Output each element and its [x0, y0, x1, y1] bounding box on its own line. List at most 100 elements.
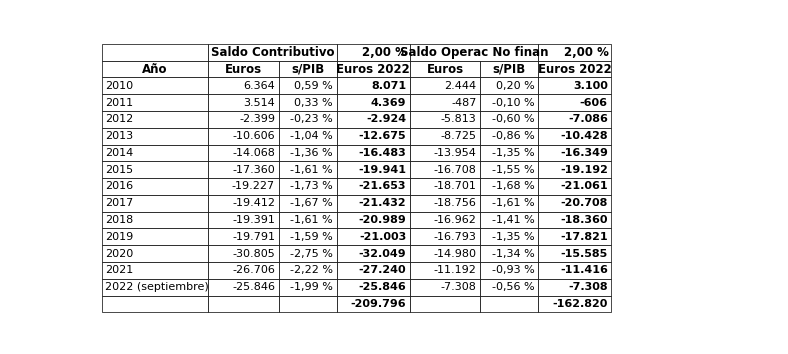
Text: -21.432: -21.432	[359, 198, 407, 208]
Bar	[279, 61, 336, 78]
Text: -16.793: -16.793	[433, 232, 477, 242]
Bar	[102, 44, 208, 61]
Text: 4.369: 4.369	[371, 98, 407, 108]
Bar	[208, 262, 279, 279]
Bar	[410, 111, 480, 128]
Text: -19.412: -19.412	[232, 198, 275, 208]
Bar	[410, 212, 480, 228]
Text: 2021: 2021	[106, 266, 133, 275]
Text: 0,59 %: 0,59 %	[294, 81, 333, 91]
Text: -5.813: -5.813	[440, 114, 477, 124]
Bar	[538, 111, 611, 128]
Text: 2015: 2015	[106, 165, 133, 175]
Text: -30.805: -30.805	[232, 249, 275, 259]
Text: -11.192: -11.192	[433, 266, 477, 275]
Text: -0,10 %: -0,10 %	[492, 98, 534, 108]
Text: 6.364: 6.364	[243, 81, 275, 91]
Bar	[410, 44, 538, 61]
Text: 2016: 2016	[106, 182, 133, 192]
Bar	[279, 296, 336, 312]
Bar	[208, 279, 279, 296]
Text: -162.820: -162.820	[552, 299, 608, 309]
Text: -1,36 %: -1,36 %	[291, 148, 333, 158]
Bar	[279, 78, 336, 94]
Text: -20.989: -20.989	[359, 215, 407, 225]
Text: Saldo Operac No finan: Saldo Operac No finan	[400, 46, 548, 59]
Bar	[410, 195, 480, 212]
Bar	[102, 262, 208, 279]
Text: -25.846: -25.846	[359, 282, 407, 292]
Bar	[480, 144, 538, 161]
Text: Año: Año	[143, 63, 168, 75]
Text: -14.068: -14.068	[232, 148, 275, 158]
Bar	[336, 161, 410, 178]
Bar	[538, 212, 611, 228]
Text: 2018: 2018	[106, 215, 133, 225]
Text: 2020: 2020	[106, 249, 133, 259]
Bar	[410, 279, 480, 296]
Bar	[480, 228, 538, 245]
Text: Euros: Euros	[225, 63, 262, 75]
Text: 2022 (septiembre): 2022 (septiembre)	[106, 282, 209, 292]
Bar	[102, 161, 208, 178]
Bar	[336, 212, 410, 228]
Bar	[480, 61, 538, 78]
Text: -12.675: -12.675	[359, 131, 407, 141]
Bar	[410, 144, 480, 161]
Text: 0,20 %: 0,20 %	[496, 81, 534, 91]
Text: -17.821: -17.821	[560, 232, 608, 242]
Bar	[480, 245, 538, 262]
Bar	[279, 228, 336, 245]
Bar	[336, 228, 410, 245]
Bar	[102, 228, 208, 245]
Bar	[208, 94, 279, 111]
Text: -14.980: -14.980	[433, 249, 477, 259]
Bar	[208, 212, 279, 228]
Bar	[336, 279, 410, 296]
Bar	[480, 212, 538, 228]
Text: -19.941: -19.941	[359, 165, 407, 175]
Bar	[538, 262, 611, 279]
Text: -1,59 %: -1,59 %	[290, 232, 333, 242]
Bar	[480, 262, 538, 279]
Bar	[208, 78, 279, 94]
Bar	[208, 111, 279, 128]
Bar	[480, 195, 538, 212]
Bar	[102, 111, 208, 128]
Bar	[279, 212, 336, 228]
Bar	[538, 279, 611, 296]
Bar	[336, 111, 410, 128]
Bar	[538, 128, 611, 144]
Bar	[480, 128, 538, 144]
Bar	[480, 161, 538, 178]
Text: -20.708: -20.708	[560, 198, 608, 208]
Bar	[208, 128, 279, 144]
Bar	[279, 178, 336, 195]
Text: -2,22 %: -2,22 %	[290, 266, 333, 275]
Text: -0,60 %: -0,60 %	[492, 114, 534, 124]
Bar	[279, 144, 336, 161]
Text: -1,61 %: -1,61 %	[291, 165, 333, 175]
Text: -21.653: -21.653	[359, 182, 407, 192]
Bar	[102, 94, 208, 111]
Bar	[279, 262, 336, 279]
Text: Euros 2022: Euros 2022	[538, 63, 611, 75]
Text: s/PIB: s/PIB	[492, 63, 526, 75]
Bar	[279, 94, 336, 111]
Text: -19.227: -19.227	[232, 182, 275, 192]
Text: -18.701: -18.701	[433, 182, 477, 192]
Bar	[208, 61, 279, 78]
Bar	[102, 245, 208, 262]
Text: -0,56 %: -0,56 %	[492, 282, 534, 292]
Text: 2019: 2019	[106, 232, 133, 242]
Text: Saldo Contributivo: Saldo Contributivo	[211, 46, 334, 59]
Text: 2012: 2012	[106, 114, 133, 124]
Bar	[336, 296, 410, 312]
Text: 2,00 %: 2,00 %	[563, 46, 608, 59]
Text: 2,00 %: 2,00 %	[362, 46, 407, 59]
Text: -10.606: -10.606	[232, 131, 275, 141]
Text: -7.086: -7.086	[568, 114, 608, 124]
Text: Euros: Euros	[426, 63, 463, 75]
Bar	[102, 296, 208, 312]
Text: -16.349: -16.349	[560, 148, 608, 158]
